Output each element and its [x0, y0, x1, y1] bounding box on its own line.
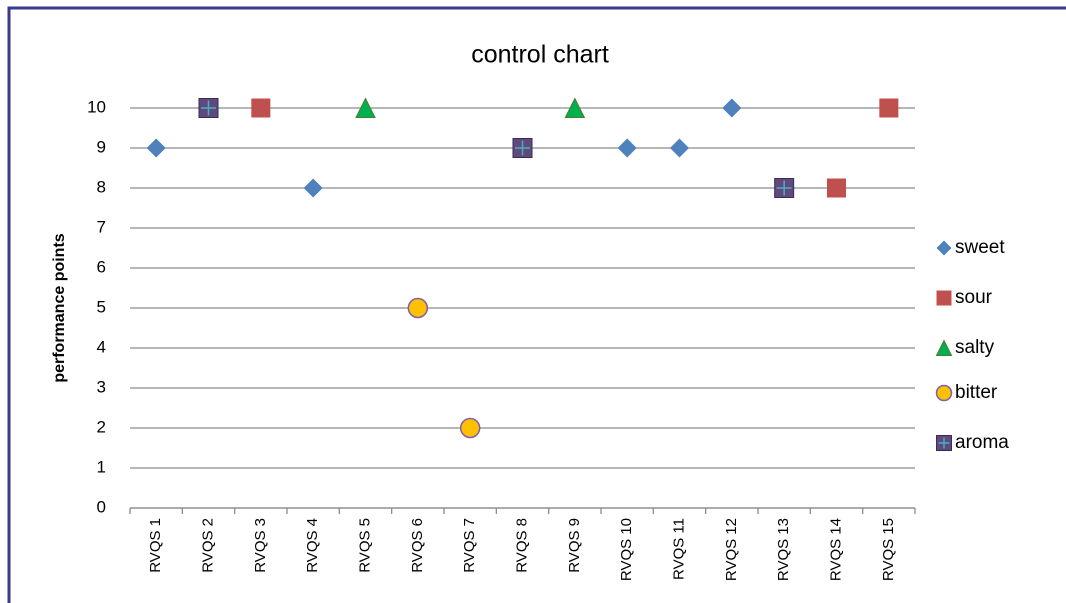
y-tick-label: 8	[97, 177, 106, 196]
data-point	[722, 98, 742, 118]
x-tick-label: RVQS 5	[356, 518, 373, 573]
y-tick-label: 0	[97, 497, 106, 516]
legend-label: sour	[955, 287, 993, 308]
x-tick-label: RVQS 13	[775, 518, 792, 581]
data-point	[198, 98, 219, 118]
y-tick-label: 7	[97, 217, 106, 236]
legend-label: bitter	[955, 382, 998, 403]
data-point	[146, 138, 166, 158]
legend-marker	[935, 339, 953, 356]
x-tick-label: RVQS 8	[513, 518, 530, 573]
x-tick-label: RVQS 9	[566, 518, 583, 573]
x-tick-label: RVQS 14	[827, 518, 844, 581]
data-point	[617, 138, 637, 158]
data-point	[355, 97, 376, 118]
legend-label: salty	[955, 337, 995, 358]
y-tick-label: 4	[97, 337, 106, 356]
data-point	[459, 417, 481, 439]
y-tick-label: 9	[97, 137, 106, 156]
x-tick-label: RVQS 1	[147, 518, 164, 573]
data-point	[670, 138, 689, 158]
y-tick-label: 5	[97, 297, 106, 316]
x-tick-label: RVQS 15	[880, 518, 897, 581]
data-point	[827, 178, 846, 198]
data-point	[251, 98, 271, 118]
data-point	[512, 138, 533, 158]
y-tick-label: 6	[97, 257, 106, 276]
data-point	[564, 97, 586, 118]
legend-label: aroma	[955, 432, 1009, 453]
legend-marker	[935, 384, 953, 402]
y-tick-label: 2	[97, 417, 106, 436]
legend-label: sweet	[955, 237, 1005, 258]
y-tick-label: 1	[97, 457, 106, 476]
data-point	[303, 178, 323, 198]
x-tick-label: RVQS 3	[252, 518, 269, 573]
x-tick-label: RVQS 10	[618, 518, 635, 581]
x-tick-label: RVQS 12	[723, 518, 740, 581]
legend-marker	[936, 240, 952, 256]
chart-border	[7, 6, 1066, 603]
x-tick-label: RVQS 11	[670, 518, 687, 580]
data-point	[879, 98, 899, 118]
data-point	[774, 178, 795, 198]
y-axis-label: performance points	[51, 233, 68, 382]
x-tick-label: RVQS 2	[199, 518, 216, 573]
y-tick-label: 10	[87, 97, 106, 116]
legend-marker	[936, 435, 952, 451]
data-point	[407, 297, 429, 319]
y-tick-label: 3	[97, 377, 106, 396]
legend-marker	[936, 290, 952, 306]
x-tick-label: RVQS 6	[409, 518, 426, 573]
chart-title: control chart	[471, 41, 609, 69]
x-tick-label: RVQS 4	[304, 518, 321, 573]
x-tick-label: RVQS 7	[461, 518, 478, 573]
